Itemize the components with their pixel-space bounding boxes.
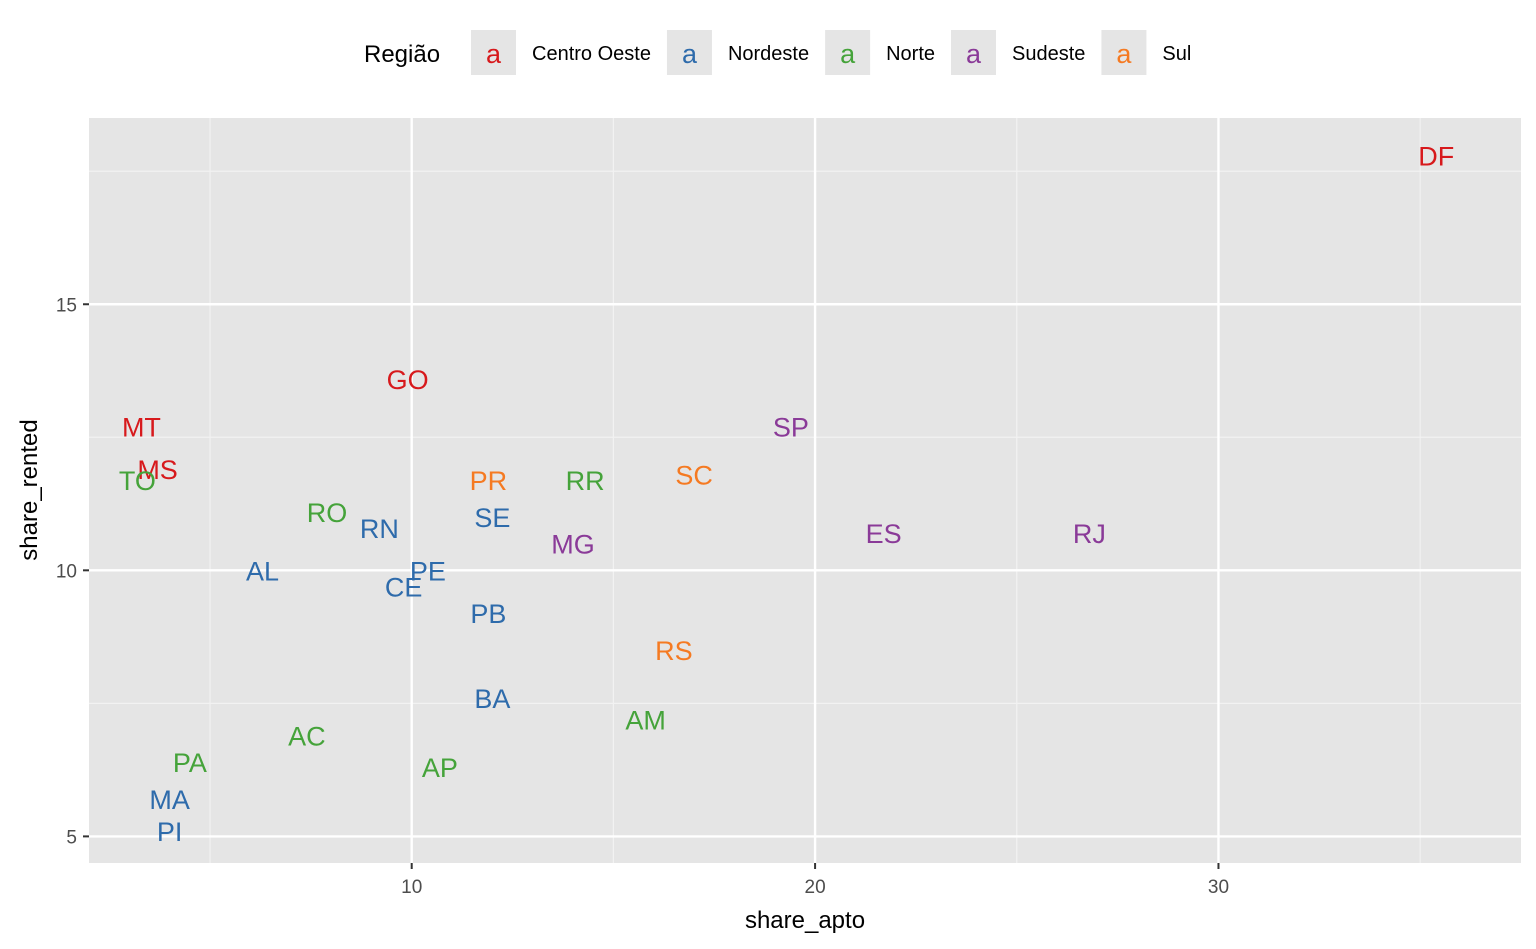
legend-key — [1101, 30, 1147, 75]
point-label-to: TO — [119, 466, 156, 496]
x-axis: 10 20 30 — [401, 863, 1229, 898]
legend-label: Norte — [886, 43, 935, 65]
point-label-pb: PB — [470, 599, 506, 629]
legend-entry-centro-oeste: a Centro Oeste — [471, 30, 651, 75]
x-tick-label: 30 — [1208, 877, 1229, 898]
point-label-ce: CE — [385, 572, 423, 602]
point-label-pa: PA — [173, 748, 207, 778]
point-label-sp: SP — [773, 413, 809, 443]
point-label-ro: RO — [307, 498, 348, 528]
legend-key — [825, 30, 871, 75]
point-label-ba: BA — [474, 684, 510, 714]
legend-entry-norte: a Norte — [825, 30, 935, 75]
legend-label: Sul — [1162, 43, 1191, 65]
y-tick-label: 15 — [56, 295, 77, 316]
point-label-rs: RS — [655, 636, 693, 666]
point-label-am: AM — [625, 705, 666, 735]
y-axis-title: share_rented — [16, 419, 43, 560]
point-label-ac: AC — [288, 721, 326, 751]
point-label-pi: PI — [157, 817, 183, 847]
point-label-ma: MA — [149, 785, 190, 815]
x-axis-title: share_apto — [745, 907, 865, 934]
legend-key-glyph: a — [966, 39, 982, 69]
minor-gridlines — [89, 118, 1521, 863]
legend-key — [471, 30, 516, 75]
point-label-ms: MS — [137, 455, 178, 485]
legend-entry-sudeste: a Sudeste — [951, 30, 1085, 75]
point-label-es: ES — [866, 519, 902, 549]
point-label-mg: MG — [551, 530, 595, 560]
legend-key-glyph: a — [1116, 39, 1132, 69]
legend-key-glyph: a — [840, 39, 856, 69]
legend-key-glyph: a — [682, 39, 698, 69]
point-label-df: DF — [1418, 141, 1454, 171]
point-label-rn: RN — [360, 514, 399, 544]
legend-entry-sul: a Sul — [1101, 30, 1191, 75]
legend-key — [951, 30, 997, 75]
legend: Região a Centro Oeste a Nordeste a Norte a Sude… — [364, 30, 1191, 75]
point-label-go: GO — [387, 365, 429, 395]
x-tick-label: 20 — [805, 877, 826, 898]
legend-title: Região — [364, 41, 440, 68]
y-tick-label: 10 — [56, 561, 77, 582]
point-label-se: SE — [474, 503, 510, 533]
plot-panel — [89, 118, 1521, 863]
point-label-al: AL — [246, 556, 279, 586]
legend-key — [666, 30, 712, 75]
point-label-rr: RR — [566, 466, 605, 496]
point-label-pr: PR — [470, 466, 508, 496]
point-label-mt: MT — [122, 413, 161, 443]
point-label-sc: SC — [675, 461, 713, 491]
point-label-pe: PE — [410, 556, 446, 586]
y-tick-label: 5 — [66, 827, 77, 848]
legend-key-glyph: a — [486, 39, 502, 69]
x-tick-label: 10 — [401, 877, 422, 898]
point-label-ap: AP — [422, 753, 458, 783]
major-gridlines — [89, 118, 1521, 863]
legend-label: Sudeste — [1012, 43, 1085, 65]
legend-label: Centro Oeste — [532, 43, 651, 65]
legend-label: Nordeste — [728, 43, 809, 65]
y-axis: 5 10 15 — [56, 295, 89, 848]
point-label-rj: RJ — [1073, 519, 1106, 549]
legend-entry-nordeste: a Nordeste — [666, 30, 809, 75]
